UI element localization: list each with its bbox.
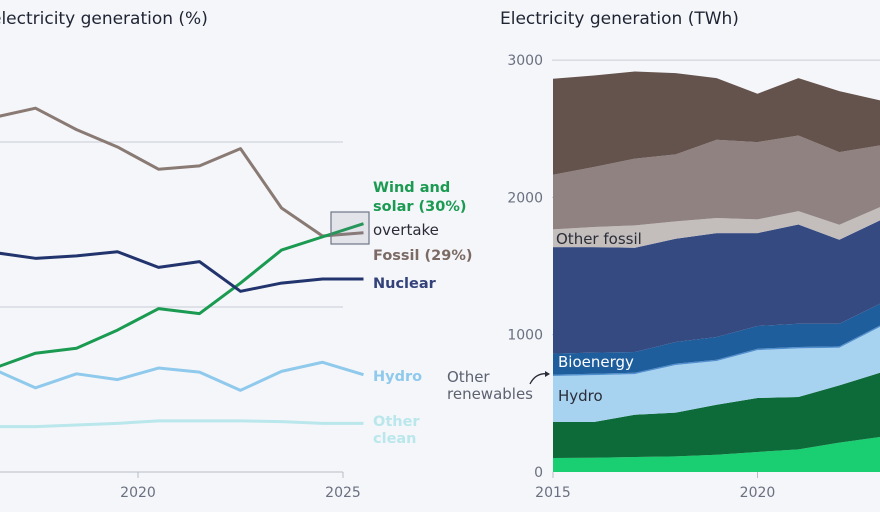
label-other-fossil: Other fossil xyxy=(556,230,642,248)
area-coal xyxy=(553,71,880,175)
line-nuclear xyxy=(0,250,364,293)
right-y-tick-label: 3000 xyxy=(507,53,543,69)
overtake-annotation: overtake xyxy=(373,221,439,239)
label-other-renewables-line1: Other xyxy=(447,368,490,386)
area-bioenergy xyxy=(553,303,880,375)
right-y-tick-label: 0 xyxy=(534,465,543,481)
area-other-fossil xyxy=(553,207,880,248)
area-wind xyxy=(553,372,880,458)
right-x-tick-label: 2020 xyxy=(740,485,776,501)
label-other-clean-line2: clean xyxy=(373,431,417,447)
line-fossil xyxy=(0,106,364,238)
label-hydro: Hydro xyxy=(373,369,422,385)
other-renewables-arrowhead xyxy=(545,371,550,377)
area-hydro xyxy=(553,326,880,423)
area-nuclear xyxy=(553,220,880,354)
area-solar xyxy=(553,437,880,472)
line-hydro xyxy=(0,360,364,392)
label-bioenergy: Bioenergy xyxy=(558,353,634,371)
line-wind-solar xyxy=(0,222,364,368)
left-x-tick-label: 2025 xyxy=(325,485,361,501)
left-chart-title: electricity generation (%) xyxy=(0,9,208,29)
label-wind-solar-line2: solar (30%) xyxy=(373,199,467,215)
right-y-tick-label: 1000 xyxy=(507,328,543,344)
right-x-tick-label: 2015 xyxy=(535,485,571,501)
twh-area-chart: Electricity generation (TWh) 0 1000 2000 30… xyxy=(447,9,880,501)
label-fossil: Fossil (29%) xyxy=(373,248,473,264)
overtake-highlight-box xyxy=(330,211,370,245)
right-y-tick-label: 2000 xyxy=(507,190,543,206)
label-other-clean-line1: Other xyxy=(373,414,420,430)
share-line-chart: electricity generation (%) 2020 2025 Wind… xyxy=(0,9,473,501)
left-x-tick-label: 2020 xyxy=(120,485,156,501)
label-nuclear: Nuclear xyxy=(373,276,437,292)
line-other-clean xyxy=(0,419,364,429)
area-gas xyxy=(553,135,880,230)
label-hydro-area: Hydro xyxy=(558,387,603,405)
label-wind-solar-line1: Wind and xyxy=(373,180,450,196)
right-chart-title: Electricity generation (TWh) xyxy=(500,9,739,29)
label-other-renewables-line2: renewables xyxy=(447,385,533,403)
